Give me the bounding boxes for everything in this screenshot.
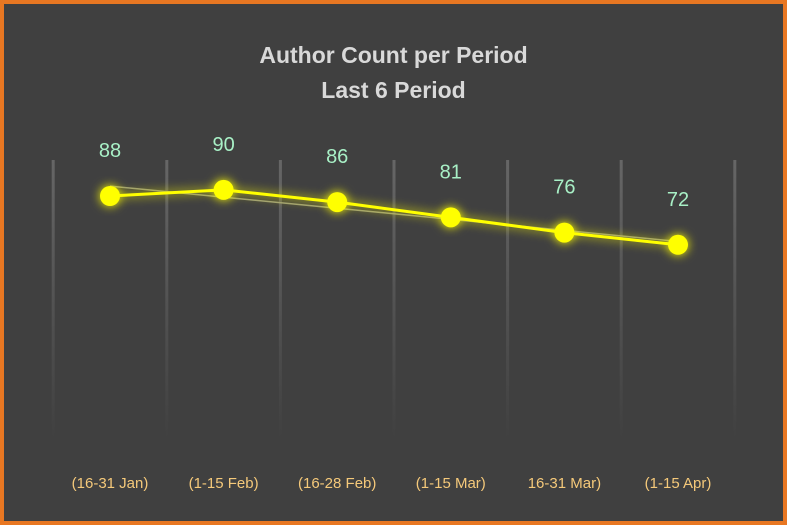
data-label-6: 72: [667, 189, 689, 211]
data-point-1: [100, 186, 120, 206]
gridline: [392, 160, 396, 440]
gridline: [278, 160, 282, 440]
chart-title: Author Count per Period: [259, 42, 528, 68]
data-label-2: 90: [212, 134, 234, 156]
gridline: [733, 160, 737, 440]
data-point-5: [554, 222, 575, 243]
data-label-1: 88: [99, 140, 121, 162]
category-label-4: (1-15 Mar): [416, 475, 486, 492]
data-point-6: [668, 234, 688, 255]
gridline: [51, 160, 55, 440]
gridline: [165, 160, 169, 440]
category-label-2: (1-15 Feb): [189, 475, 259, 492]
gridline: [506, 160, 510, 440]
category-label-5: 16-31 Mar): [528, 475, 601, 492]
data-label-5: 76: [553, 177, 575, 199]
data-label-4: 81: [440, 161, 462, 183]
data-point-4: [440, 207, 461, 228]
chart-subtitle: Last 6 Period: [321, 77, 466, 103]
category-label-6: (1-15 Apr): [645, 475, 712, 492]
data-point-2: [213, 179, 234, 200]
gridline: [619, 160, 623, 440]
data-label-3: 86: [326, 146, 348, 168]
category-label-1: (16-31 Jan): [72, 475, 149, 492]
data-point-3: [327, 192, 348, 213]
category-label-3: (16-28 Feb): [298, 475, 376, 492]
trendline: [109, 185, 679, 243]
series-line: [109, 188, 679, 247]
